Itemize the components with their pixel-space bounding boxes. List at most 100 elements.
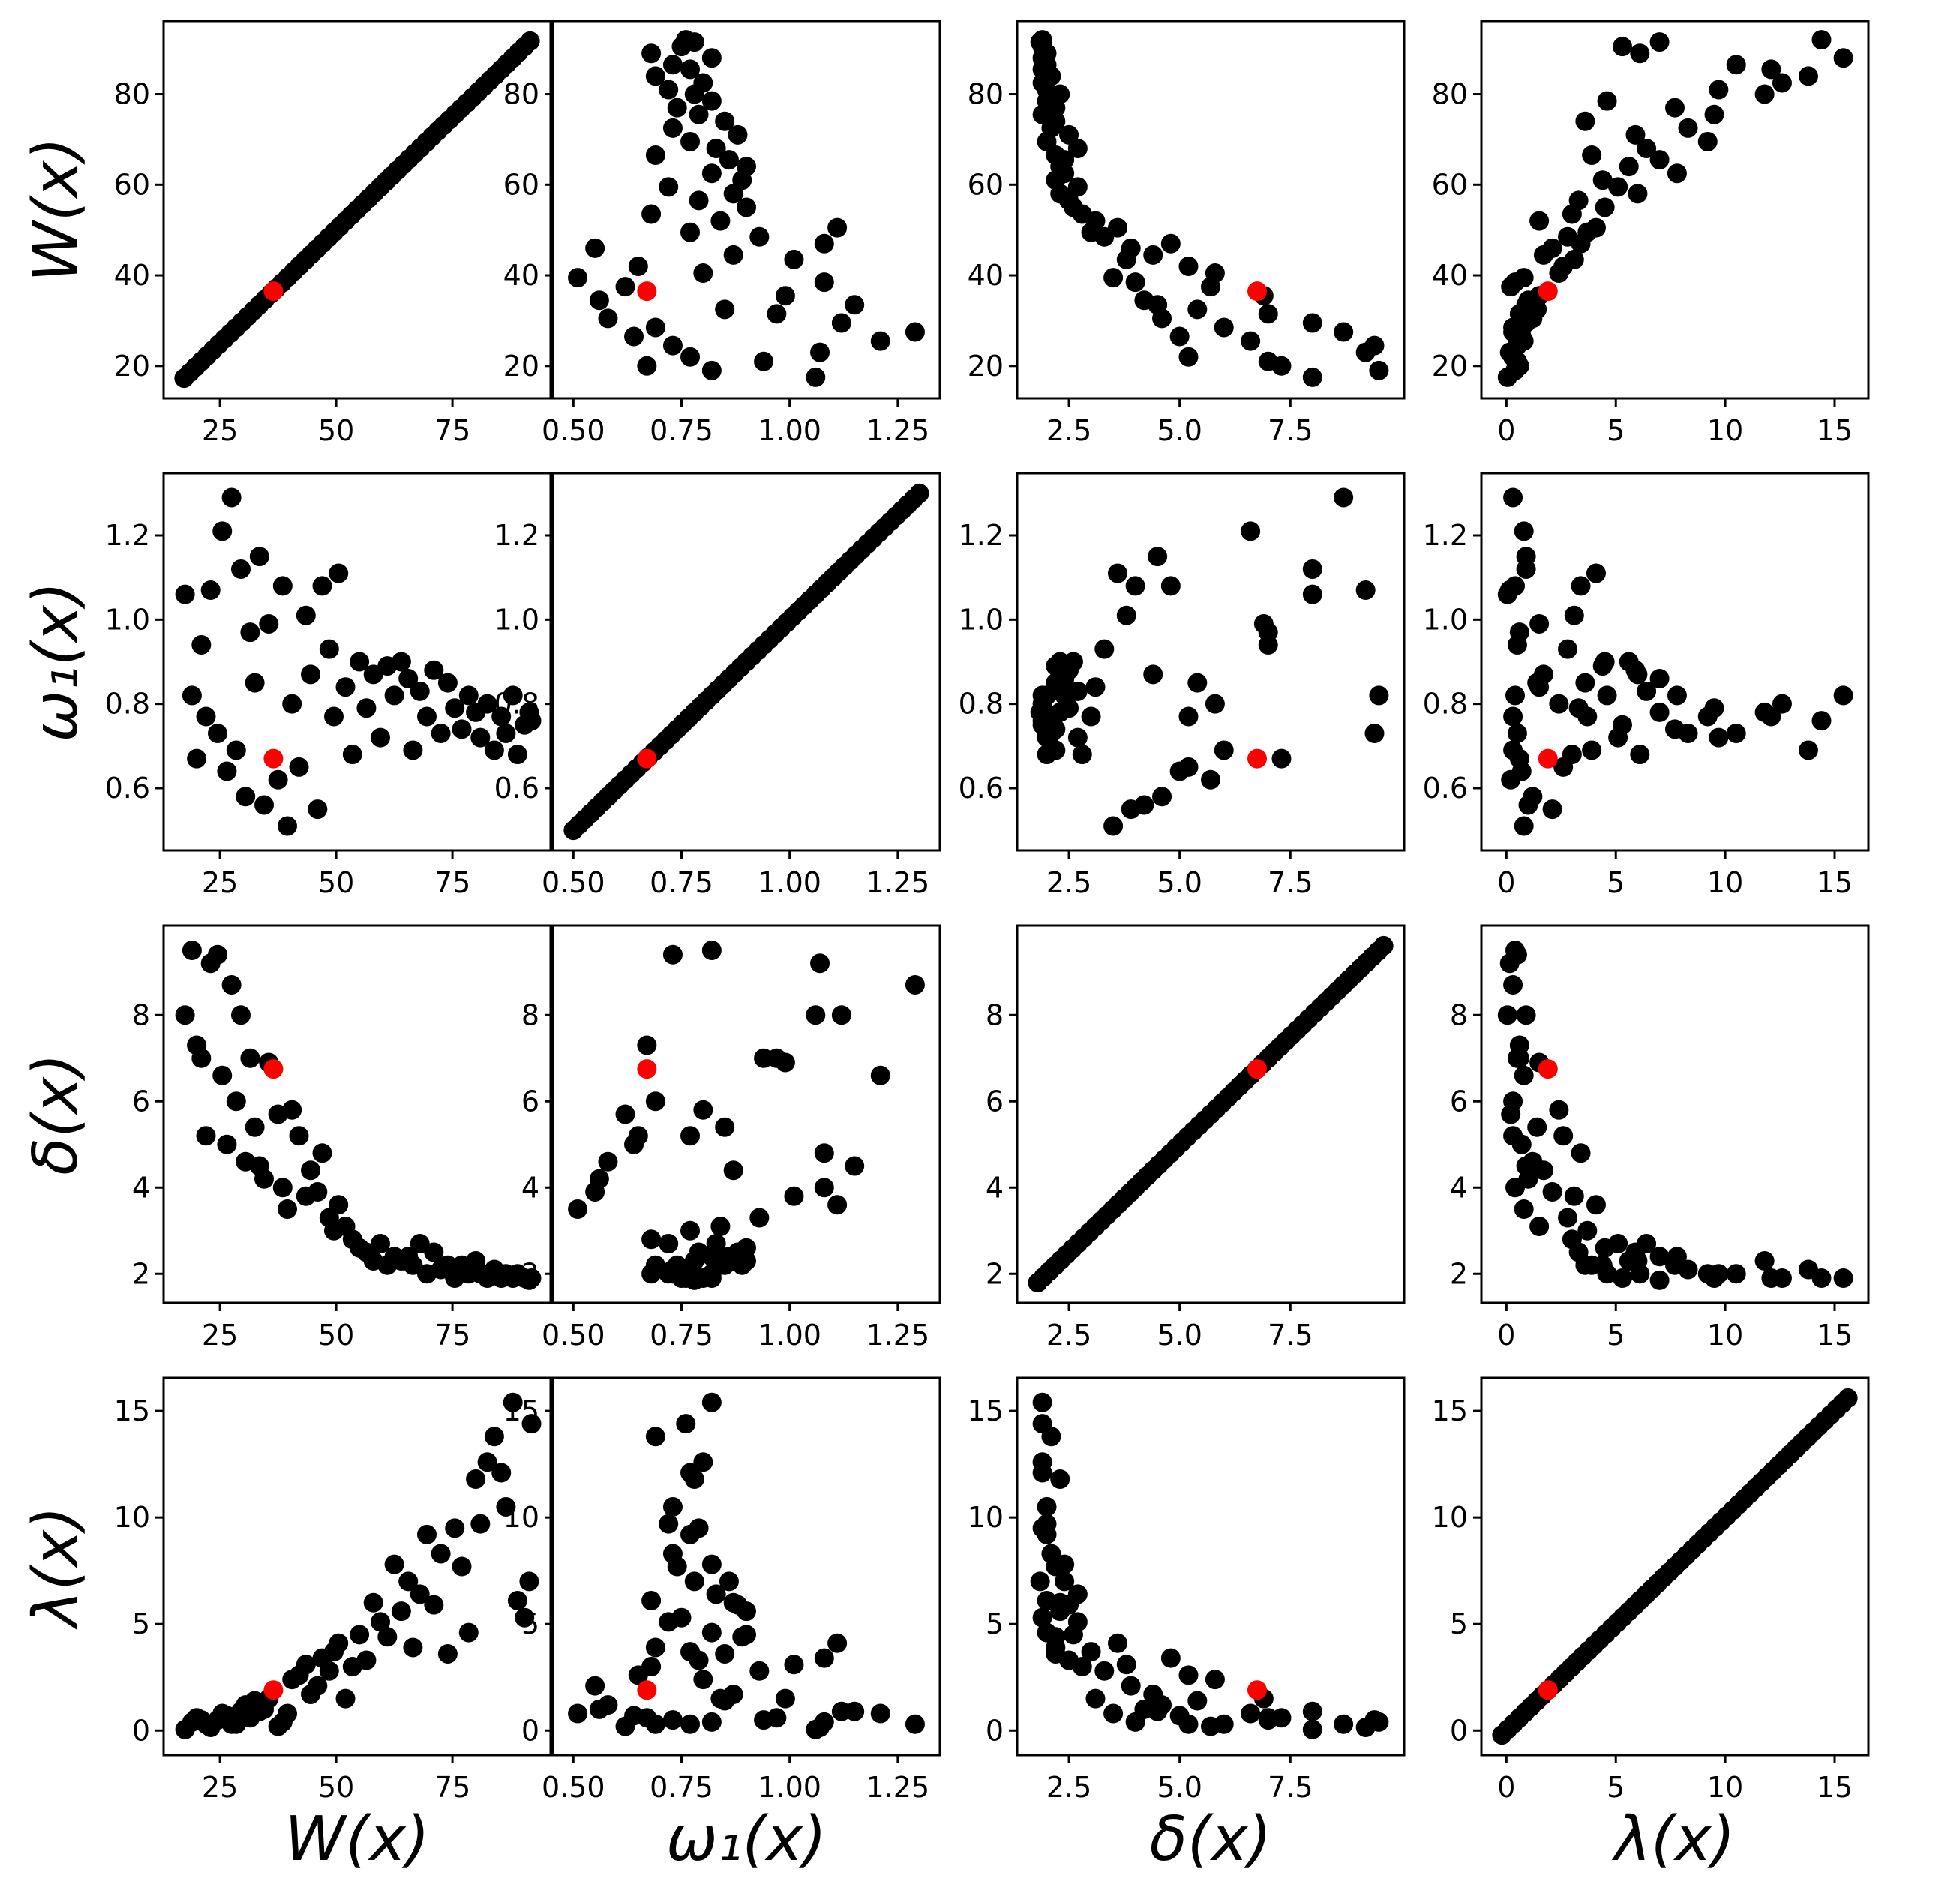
data-point [391,652,411,672]
data-point [1067,1612,1088,1632]
data-point [1103,1703,1124,1724]
data-point [1037,1496,1057,1516]
highlighted-point [263,748,284,769]
y-tick-label: 0 [986,1714,1004,1747]
data-point [1514,816,1534,836]
data-point [1055,1571,1075,1592]
y-tick-label: 8 [521,998,539,1031]
data-point [319,1660,339,1681]
panel-r2-c1: 0.50 0.75 1.00 1.25 2 4 6 8 [521,924,941,1352]
data-point [1503,740,1523,760]
panel-frame [551,472,941,852]
data-point [324,706,344,727]
x-tick-label: 7.5 [1268,1318,1313,1352]
data-point [1373,935,1394,956]
panel-r3-c3: 0 5 10 15 0 5 10 15 [1432,1376,1870,1804]
data-point [282,1100,302,1120]
x-tick-label: 75 [434,1318,470,1352]
data-point [1148,547,1168,567]
panel-frame [1480,1376,1870,1756]
data-point [784,1186,804,1206]
data-point [723,244,743,265]
panel-r1-c0: 25 50 75 0.6 0.8 1.0 1.2 [105,472,552,899]
data-point [1709,1264,1729,1284]
data-point [1507,723,1527,743]
data-point [1529,211,1550,231]
data-point [645,146,665,166]
data-point [1798,66,1818,86]
data-point [182,686,202,706]
data-point [1586,563,1606,584]
data-point [1334,322,1354,342]
y-tick-label: 10 [968,1501,1004,1534]
data-point [329,1633,349,1653]
data-point [1085,677,1106,698]
highlighted-point [1538,748,1558,769]
data-point [1630,44,1650,64]
data-point [191,1048,212,1068]
data-point [1514,1065,1534,1085]
data-point [1649,668,1670,688]
data-point [496,723,516,743]
data-point [1514,521,1534,542]
data-point [598,308,618,328]
x-tick-label: 5 [1607,414,1625,447]
data-point [1503,975,1523,994]
data-point [737,197,756,218]
panel-r3-c2: 2.5 5.0 7.5 0 5 10 15 [968,1376,1406,1804]
y-tick-label: 80 [114,78,150,111]
panel-r0-c1: 0.50 0.75 1.00 1.25 20 40 60 80 [503,20,941,447]
data-point [187,748,207,769]
points-group [1497,488,1853,836]
data-point [870,331,890,351]
y-tick-label: 0.8 [959,688,1004,721]
data-point [689,104,709,124]
data-point [1637,681,1657,701]
data-point [398,668,419,688]
x-tick-label: 7.5 [1268,1771,1313,1804]
data-point [221,488,242,508]
data-point [810,342,830,362]
data-point [680,1462,701,1483]
data-point [1178,256,1199,276]
data-point [1564,605,1584,626]
data-point [1527,1117,1547,1137]
data-point [1628,184,1648,204]
data-point [667,1556,687,1576]
data-point [1529,677,1550,698]
data-point [1178,757,1199,777]
data-point [1630,745,1650,765]
highlighted-point [1247,1680,1267,1700]
highlighted-point [263,1680,284,1700]
data-point [1501,1104,1521,1124]
data-point [701,91,722,111]
data-point [637,1035,657,1055]
data-point [905,975,925,994]
data-point [1364,335,1385,356]
data-point [1542,238,1562,258]
data-point [1612,715,1632,735]
data-point [1811,1268,1832,1288]
y-tick-label: 20 [503,350,539,382]
data-point [1302,367,1322,387]
data-point [1558,1208,1578,1228]
data-point [521,711,542,731]
data-point [1577,1220,1598,1240]
data-point [335,677,356,698]
data-point [1032,1414,1052,1434]
data-point [693,73,713,93]
data-point [1241,521,1261,542]
y-tick-label: 0.6 [105,772,150,805]
data-point [301,1160,320,1180]
data-point [1575,111,1595,131]
points-group [175,488,542,836]
data-point [701,48,722,68]
data-point [1509,622,1529,643]
x-tick-label: 1.00 [758,1771,821,1804]
data-point [1205,1670,1225,1690]
x-tick-label: 2.5 [1046,866,1091,899]
highlighted-point [263,1059,284,1079]
data-point [1558,639,1578,659]
y-axis-label: ω₁(x) [20,581,92,742]
data-point [870,1065,890,1085]
